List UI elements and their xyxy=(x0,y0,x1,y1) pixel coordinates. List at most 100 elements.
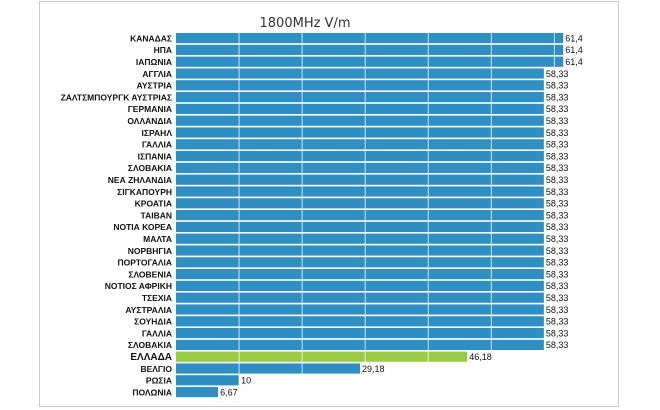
category-label-4: ΑΓΓΛΙΑ xyxy=(142,69,172,79)
value-label-5: 58,33 xyxy=(546,81,569,91)
gridlines-group xyxy=(238,33,555,399)
value-label-18: 58,33 xyxy=(546,234,569,244)
category-label-6: ΖΑΛΤΣΜΠΟΥΡΓΚ ΑΥΣΤΡΙΑΣ xyxy=(61,92,172,102)
value-label-10: 58,33 xyxy=(546,140,569,150)
bar-28 xyxy=(176,351,468,362)
category-label-27: ΣΛΟΒΑΚΙΑ xyxy=(128,340,172,350)
bar-27 xyxy=(176,339,544,350)
value-label-22: 58,33 xyxy=(546,281,569,291)
category-label-18: ΜΑΛΤΑ xyxy=(143,234,172,244)
bar-7 xyxy=(176,103,544,114)
category-label-12: ΣΛΟΒΑΚΙΑ xyxy=(128,163,172,173)
value-label-14: 58,33 xyxy=(546,187,569,197)
category-label-8: ΟΛΛΑΝΔΙΑ xyxy=(127,116,172,126)
category-label-15: ΚΡΟΑΤΙΑ xyxy=(135,199,172,209)
bar-14 xyxy=(176,186,544,197)
chart-title: 1800MHz V/m xyxy=(260,16,351,31)
category-label-28: ΕΛΛΑΔΑ xyxy=(130,352,172,363)
bar-19 xyxy=(176,245,544,256)
category-label-20: ΠΟΡΤΟΓΑΛΙΑ xyxy=(117,258,172,268)
category-label-25: ΣΟΥΗΔΙΑ xyxy=(134,317,172,327)
value-label-8: 58,33 xyxy=(546,116,569,126)
bar-30 xyxy=(176,375,240,386)
category-label-14: ΣΙΓΚΑΠΟΥΡΗ xyxy=(117,187,172,197)
value-label-15: 58,33 xyxy=(546,199,569,209)
category-label-31: ΠΟΛΩΝΙΑ xyxy=(132,387,172,397)
value-label-24: 58,33 xyxy=(546,305,569,315)
chart-frame: 1800MHz V/m ΚΑΝΑΔΑΣ ΗΠΑ ΙΑΠΩΝΙΑ ΑΓΓΛΙΑ ΑΥΣΤΡ… xyxy=(39,1,619,407)
bar-4 xyxy=(176,68,544,79)
value-label-1: 61,4 xyxy=(565,33,583,43)
value-label-11: 58,33 xyxy=(546,151,569,161)
category-label-9: ΙΣΡΑΗΛ xyxy=(142,128,173,138)
value-label-21: 58,33 xyxy=(546,269,569,279)
bar-11 xyxy=(176,151,544,162)
category-label-13: ΝΕΑ ΖΗΛΑΝΔΙΑ xyxy=(108,175,172,185)
bar-26 xyxy=(176,328,544,339)
bar-16 xyxy=(176,210,544,221)
category-label-1: ΚΑΝΑΔΑΣ xyxy=(130,33,172,43)
bar-5 xyxy=(176,80,544,91)
bar-10 xyxy=(176,139,544,150)
bars-group xyxy=(176,33,564,398)
bar-3 xyxy=(176,56,564,67)
value-label-13: 58,33 xyxy=(546,175,569,185)
value-label-19: 58,33 xyxy=(546,246,569,256)
value-label-23: 58,33 xyxy=(546,293,569,303)
category-label-16: ΤΑΙΒΑΝ xyxy=(141,210,172,220)
bar-8 xyxy=(176,115,544,126)
bar-9 xyxy=(176,127,544,138)
value-label-6: 58,33 xyxy=(546,92,569,102)
category-label-29: ΒΕΛΓΙΟ xyxy=(140,364,172,374)
bar-13 xyxy=(176,174,544,185)
bar-22 xyxy=(176,280,544,291)
bar-chart: 1800MHz V/m ΚΑΝΑΔΑΣ ΗΠΑ ΙΑΠΩΝΙΑ ΑΓΓΛΙΑ ΑΥΣΤΡ… xyxy=(61,16,583,399)
value-label-27: 58,33 xyxy=(546,340,569,350)
bar-21 xyxy=(176,269,544,280)
bar-23 xyxy=(176,292,544,303)
value-label-9: 58,33 xyxy=(546,128,569,138)
category-label-10: ΓΑΛΛΙΑ xyxy=(142,140,172,150)
value-label-28: 46,18 xyxy=(469,352,492,362)
value-label-31: 6,67 xyxy=(220,387,238,397)
bar-25 xyxy=(176,316,544,327)
category-label-26: ΓΑΛΛΙΑ xyxy=(142,328,172,338)
value-label-7: 58,33 xyxy=(546,104,569,114)
bar-31 xyxy=(176,387,219,398)
value-label-3: 61,4 xyxy=(565,57,583,67)
category-label-7: ΓΕΡΜΑΝΙΑ xyxy=(128,104,172,114)
category-label-24: ΑΥΣΤΡΑΛΙΑ xyxy=(125,305,172,315)
bar-29 xyxy=(176,363,361,374)
value-label-25: 58,33 xyxy=(546,317,569,327)
value-label-29: 29,18 xyxy=(362,364,385,374)
bar-17 xyxy=(176,221,544,232)
category-labels-group: ΚΑΝΑΔΑΣ ΗΠΑ ΙΑΠΩΝΙΑ ΑΓΓΛΙΑ ΑΥΣΤΡΙΑΖΑΛΤΣΜΠΟΥΡ… xyxy=(61,33,173,397)
value-label-16: 58,33 xyxy=(546,210,569,220)
category-label-5: ΑΥΣΤΡΙΑ xyxy=(137,81,173,91)
category-label-21: ΣΛΟΒΕΝΙΑ xyxy=(128,269,172,279)
bar-1 xyxy=(176,33,564,44)
category-label-30: ΡΩΣΙΑ xyxy=(146,376,172,386)
category-label-17: ΝΟΤΙΑ ΚΟΡΕΑ xyxy=(113,222,172,232)
bar-18 xyxy=(176,233,544,244)
category-label-3: ΙΑΠΩΝΙΑ xyxy=(136,57,172,67)
category-label-11: ΙΣΠΑΝΙΑ xyxy=(138,151,172,161)
value-label-26: 58,33 xyxy=(546,328,569,338)
bar-2 xyxy=(176,44,564,55)
value-label-4: 58,33 xyxy=(546,69,569,79)
category-label-23: ΤΣΕΧΙΑ xyxy=(142,293,172,303)
value-labels-group: 61,461,461,458,3358,3358,3358,3358,3358,… xyxy=(220,33,583,397)
bar-6 xyxy=(176,92,544,103)
value-label-2: 61,4 xyxy=(565,45,583,55)
bar-24 xyxy=(176,304,544,315)
category-label-22: ΝΟΤΙΟΣ ΑΦΡΙΚΗ xyxy=(105,281,172,291)
category-label-2: ΗΠΑ xyxy=(154,45,172,55)
value-label-30: 10 xyxy=(241,376,251,386)
category-label-19: ΝΟΡΒΗΓΙΑ xyxy=(128,246,172,256)
value-label-20: 58,33 xyxy=(546,258,569,268)
value-label-17: 58,33 xyxy=(546,222,569,232)
value-label-12: 58,33 xyxy=(546,163,569,173)
bar-12 xyxy=(176,162,544,173)
bar-15 xyxy=(176,198,544,209)
bar-20 xyxy=(176,257,544,268)
